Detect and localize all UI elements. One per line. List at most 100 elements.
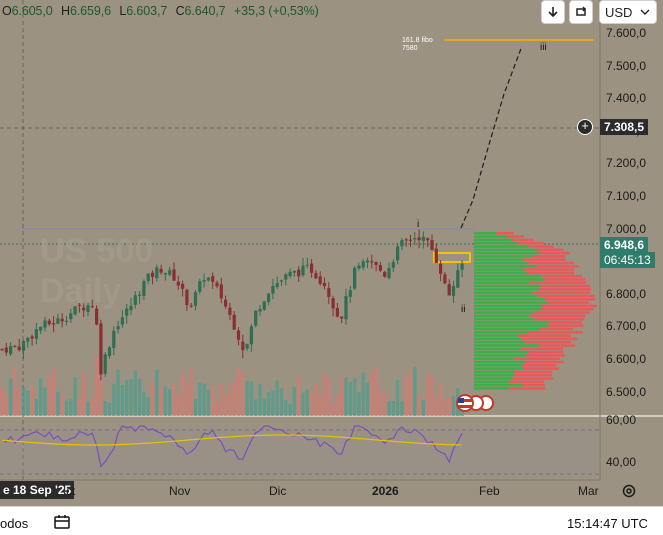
change-value: +35,3 (+0,53%) [233,4,319,18]
candle-body [236,330,241,340]
rsi-line [1,425,463,468]
candle-body [181,283,185,289]
profile-bar-up [474,317,535,321]
volume-bar [155,370,159,416]
profile-bar-down [540,284,590,288]
crosshair-plus-icon[interactable]: + [577,119,593,135]
candle-body [69,313,73,320]
profile-bar-up [474,301,548,304]
volume-bar [202,383,206,416]
wave-label-iii: iii [540,42,547,53]
volume-bar [284,400,288,416]
volume-bar [254,399,258,416]
volume-bar [206,389,211,416]
candle-body [4,347,8,353]
settings-gear-icon[interactable] [621,483,637,499]
price-axis-label: 6.600,0 [606,352,647,366]
volume-bar [400,401,404,416]
profile-bar-up [474,383,524,387]
candle-body [262,301,266,310]
time-label-feb: Feb [479,484,500,498]
volume-bar [137,378,142,416]
price-axis-label: 7.400,0 [606,91,647,106]
replay-button[interactable] [569,0,593,24]
profile-bar-up [474,248,536,252]
volume-bar [348,381,352,416]
candle-body [245,343,249,349]
candle-body [361,261,365,268]
volume-bar [176,395,180,416]
volume-bar [168,389,172,416]
arrow-down-icon [548,7,558,18]
volume-bars [0,355,464,416]
volume-bar [189,369,193,416]
candle-body [142,281,146,296]
volume-bar [103,401,107,416]
profile-bar-up [474,294,538,298]
volume-bar [387,401,391,416]
profile-bar-up [474,360,526,364]
profile-bar-up [474,314,529,318]
rsi-axis-label-40: 40,00 [606,455,637,469]
currency-select[interactable]: USD [599,0,657,24]
replay-icon [576,6,586,16]
profile-bar-down [509,387,546,390]
volume-bar [193,398,198,416]
candle-body [52,322,56,325]
profile-bar-up [474,307,541,311]
watermark-symbol: US 500 [40,232,154,270]
volume-bar [64,400,69,416]
volume-bar [13,368,17,416]
volume-bar [94,355,99,416]
volume-bar [327,379,331,416]
profile-bar-up [474,238,512,242]
profile-bar-down [544,278,586,281]
profile-bar-down [528,314,586,318]
utc-clock[interactable]: 15:14:47 UTC [567,516,648,531]
candle-body [322,282,327,287]
profile-bar-up [474,350,529,354]
candle-body [120,317,124,325]
candle-body [297,269,301,277]
bottom-toolbar: odos 15:14:47 UTC [0,506,663,535]
candle-body [434,248,438,264]
volume-bar [133,370,137,416]
profile-bar-up [474,274,542,278]
arrow-down-button[interactable] [541,0,565,24]
candle-body [404,239,408,241]
projection-line [460,45,523,229]
candle-body [301,265,305,276]
price-axis-label: 7.200,0 [606,156,647,171]
candle-body [335,308,339,317]
profile-bar-up [474,347,522,351]
candle-body [288,271,292,277]
candle-body [249,326,253,345]
last-price-tag: 6.948,6 [600,237,649,253]
candle-body [112,330,116,348]
volume-bar [43,387,47,416]
profile-bar-up [474,324,549,327]
candle-body [189,305,193,307]
profile-bar-up [474,373,515,377]
timeframe-all-label[interactable]: odos [0,516,29,531]
volume-bar [21,387,26,416]
profile-bar-up [474,337,521,341]
profile-bar-up [474,377,513,380]
profile-bar-down [548,324,584,327]
volume-bar [271,390,275,416]
profile-bar-down [532,255,566,258]
volume-bar [344,377,348,416]
candle-body [374,261,378,265]
volume-bar [215,402,219,416]
profile-bar-down [548,321,583,324]
candle-body [30,336,34,339]
candle-body [340,316,344,319]
volume-bar [297,374,301,416]
ohlc-legend: O6.605,0 H6.659,6 L6.603,7 C6.640,7 +35,… [2,4,319,18]
candle-body [421,236,425,241]
profile-bar-up [474,235,506,238]
date-range-icon[interactable] [53,513,71,531]
profile-bar-up [474,284,541,288]
